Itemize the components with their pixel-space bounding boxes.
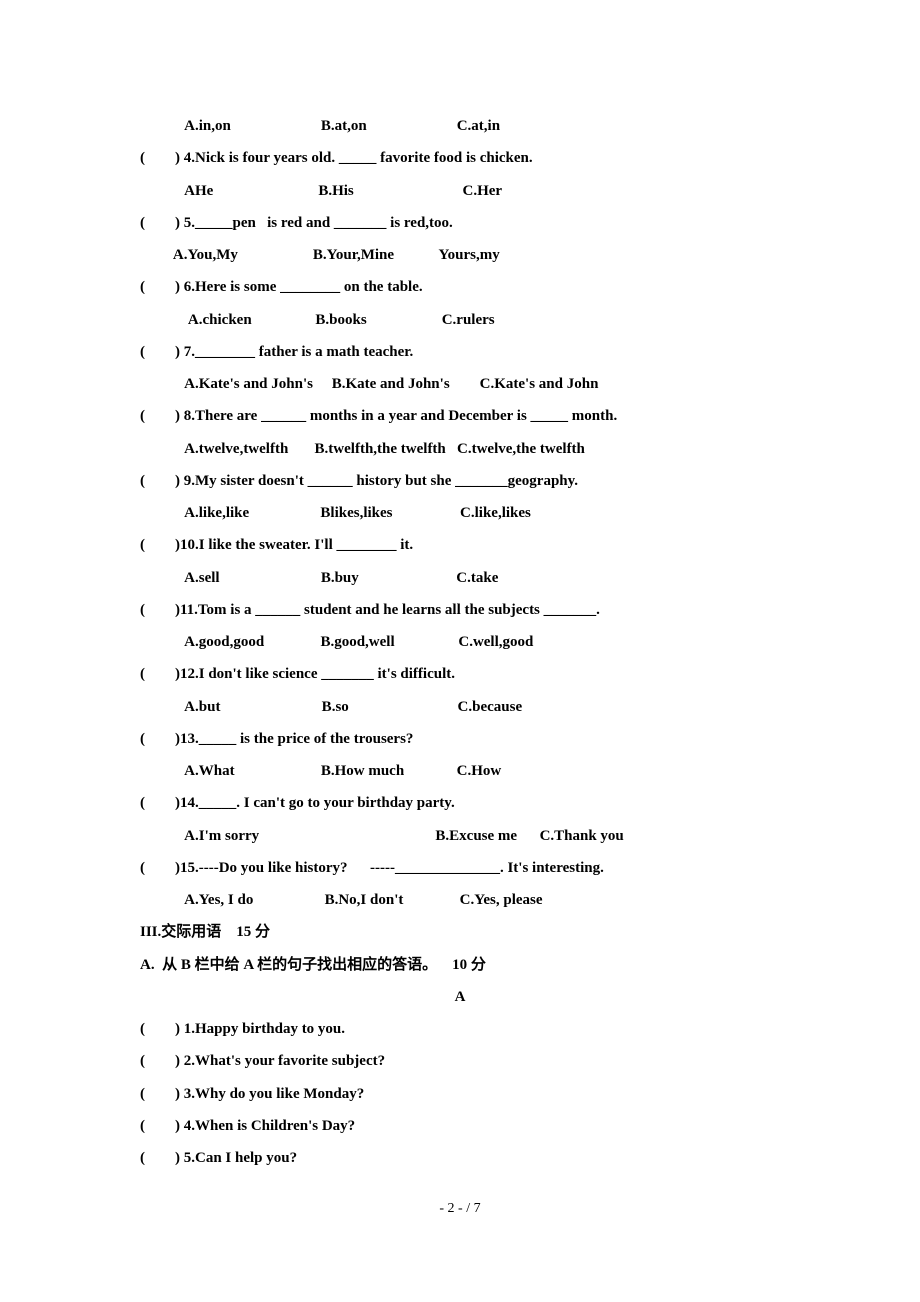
section-iii-title: III.交际用语 15 分 [140, 916, 780, 948]
q7-stem: ( ) 7.________ father is a math teacher. [140, 336, 780, 368]
q9-stem: ( ) 9.My sister doesn't ______ history b… [140, 465, 780, 497]
q6-stem: ( ) 6.Here is some ________ on the table… [140, 271, 780, 303]
section-iii-a-instr: A. 从 B 栏中给 A 栏的句子找出相应的答语。 10 分 [140, 949, 780, 981]
match-2: ( ) 2.What's your favorite subject? [140, 1045, 780, 1077]
q13-stem: ( )13._____ is the price of the trousers… [140, 723, 780, 755]
q4-choices: AHe B.His C.Her [140, 175, 780, 207]
q8-stem: ( ) 8.There are ______ months in a year … [140, 400, 780, 432]
match-3: ( ) 3.Why do you like Monday? [140, 1078, 780, 1110]
q13-choices: A.What B.How much C.How [140, 755, 780, 787]
q7-choices: A.Kate's and John's B.Kate and John's C.… [140, 368, 780, 400]
q6-choices: A.chicken B.books C.rulers [140, 304, 780, 336]
q15-choices: A.Yes, I do B.No,I don't C.Yes, please [140, 884, 780, 916]
q5-stem: ( ) 5._____pen is red and _______ is red… [140, 207, 780, 239]
q10-choices: A.sell B.buy C.take [140, 562, 780, 594]
q12-choices: A.but B.so C.because [140, 691, 780, 723]
q11-stem: ( )11.Tom is a ______ student and he lea… [140, 594, 780, 626]
page-footer: - 2 - / 7 [0, 1194, 920, 1224]
q14-stem: ( )14._____. I can't go to your birthday… [140, 787, 780, 819]
q9-choices: A.like,like Blikes,likes C.like,likes [140, 497, 780, 529]
q12-stem: ( )12.I don't like science _______ it's … [140, 658, 780, 690]
q14-choices: A.I'm sorry B.Excuse me C.Thank you [140, 820, 780, 852]
q3-choices: A.in,on B.at,on C.at,in [140, 110, 780, 142]
q5-choices: A.You,My B.Your,Mine Yours,my [140, 239, 780, 271]
q4-stem: ( ) 4.Nick is four years old. _____ favo… [140, 142, 780, 174]
match-4: ( ) 4.When is Children's Day? [140, 1110, 780, 1142]
match-5: ( ) 5.Can I help you? [140, 1142, 780, 1174]
q15-stem: ( )15.----Do you like history? -----____… [140, 852, 780, 884]
column-a-header: A [140, 981, 780, 1013]
q8-choices: A.twelve,twelfth B.twelfth,the twelfth C… [140, 433, 780, 465]
match-1: ( ) 1.Happy birthday to you. [140, 1013, 780, 1045]
q10-stem: ( )10.I like the sweater. I'll ________ … [140, 529, 780, 561]
page: A.in,on B.at,on C.at,in ( ) 4.Nick is fo… [0, 0, 920, 1302]
q11-choices: A.good,good B.good,well C.well,good [140, 626, 780, 658]
